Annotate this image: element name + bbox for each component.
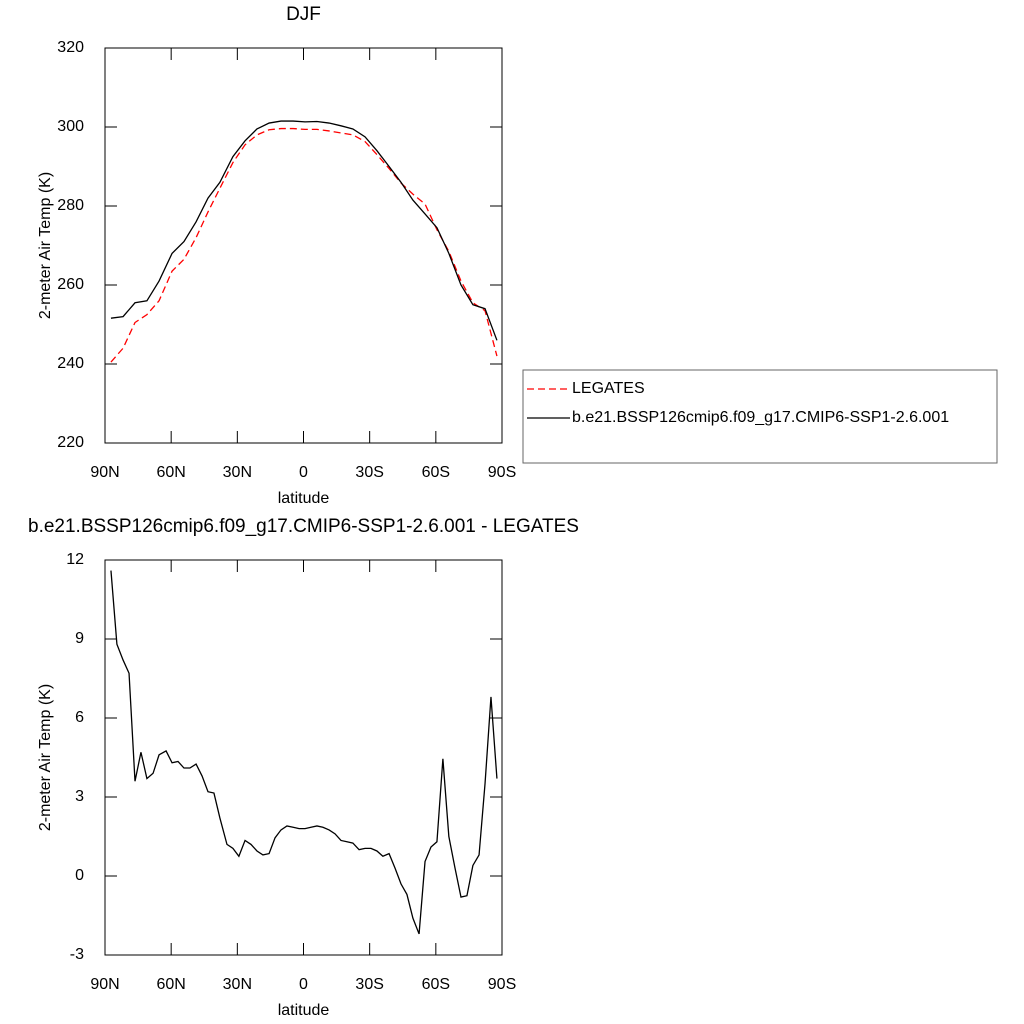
y-tick-label: 240	[57, 355, 84, 372]
x-tick-label: 30N	[223, 464, 252, 481]
x-tick-label: 90N	[90, 976, 119, 993]
legend: LEGATES b.e21.BSSP126cmip6.f09_g17.CMIP6-…	[522, 369, 998, 464]
plot-frame	[104, 559, 503, 956]
y-tick-label: 3	[75, 788, 84, 805]
y-axis-label: 2-meter Air Temp (K)	[37, 172, 54, 319]
plot-frame	[104, 47, 503, 444]
y-tick-label: 320	[57, 39, 84, 56]
y-tick-label: 300	[57, 118, 84, 135]
x-tick-label: 90N	[90, 464, 119, 481]
x-tick-label: 60N	[156, 976, 185, 993]
x-axis-label: latitude	[278, 1002, 330, 1019]
y-tick-label: 260	[57, 276, 84, 293]
data-line	[110, 570, 498, 935]
x-tick-label: 60N	[156, 464, 185, 481]
x-tick-label: 90S	[488, 464, 516, 481]
y-tick-label: 12	[66, 551, 84, 568]
chart-title: DJF	[286, 4, 321, 25]
data-line	[110, 120, 498, 341]
x-tick-label: 30N	[223, 976, 252, 993]
x-tick-label: 60S	[422, 976, 450, 993]
data-line	[110, 127, 498, 363]
y-tick-label: 0	[75, 867, 84, 884]
legend-label: b.e21.BSSP126cmip6.f09_g17.CMIP6-SSP1-2.…	[572, 409, 949, 426]
y-tick-label: 6	[75, 709, 84, 726]
y-tick-label: -3	[70, 946, 84, 963]
x-tick-label: 0	[299, 464, 308, 481]
x-tick-label: 30S	[355, 464, 383, 481]
x-axis-label: latitude	[278, 490, 330, 507]
x-tick-label: 30S	[355, 976, 383, 993]
y-tick-label: 9	[75, 630, 84, 647]
x-tick-label: 90S	[488, 976, 516, 993]
chart-title: b.e21.BSSP126cmip6.f09_g17.CMIP6-SSP1-2.…	[28, 516, 579, 537]
y-tick-label: 220	[57, 434, 84, 451]
x-tick-label: 60S	[422, 464, 450, 481]
legend-label: LEGATES	[572, 380, 645, 397]
legend-box	[522, 369, 998, 464]
y-tick-label: 280	[57, 197, 84, 214]
x-tick-label: 0	[299, 976, 308, 993]
y-axis-label: 2-meter Air Temp (K)	[37, 684, 54, 831]
